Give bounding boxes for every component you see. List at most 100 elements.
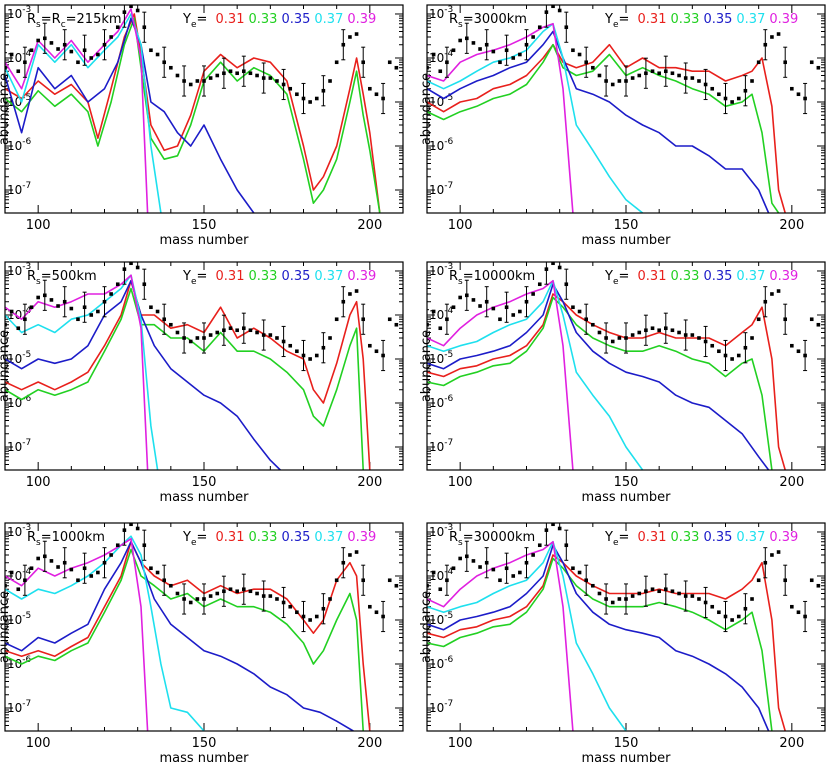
observed-point (557, 526, 562, 531)
x-axis-label: mass number (159, 233, 249, 248)
observed-point (551, 523, 555, 527)
plot-frame (426, 522, 826, 732)
observed-point (202, 597, 206, 601)
y-tick-label: 10-6 (7, 655, 32, 671)
observed-point (188, 600, 193, 605)
observed-point (341, 42, 346, 47)
observed-point (683, 333, 688, 337)
observed-point (155, 570, 160, 575)
observed-point (301, 353, 306, 358)
observed-point (697, 597, 701, 601)
panel-label: Rs=Rc=215km (27, 12, 122, 30)
observed-point (222, 589, 226, 594)
panel-label: Rs=10000km (449, 269, 535, 287)
observed-point (743, 606, 748, 611)
observed-point (750, 79, 754, 83)
observed-point (783, 60, 787, 65)
observed-point (334, 578, 339, 583)
observed-point (314, 614, 319, 619)
y-tick-label: 10-4 (429, 306, 454, 322)
observed-point (630, 594, 635, 598)
observed-point (82, 305, 87, 310)
observed-point (208, 594, 213, 598)
observed-point (597, 591, 602, 596)
observed-point (816, 583, 821, 588)
x-tick-label: 100 (448, 736, 473, 751)
observed-point (96, 52, 100, 57)
x-tick-label: 100 (448, 218, 473, 233)
observed-point (348, 35, 352, 39)
observed-point (597, 330, 602, 335)
legend-entry-0.33: 0.33 (670, 530, 699, 545)
observed-point (162, 317, 166, 322)
observed-point (544, 267, 549, 271)
observed-point (557, 265, 562, 270)
observed-point (644, 328, 648, 333)
observed-point (188, 339, 193, 344)
observed-point (374, 349, 379, 354)
observed-point (348, 553, 352, 557)
observed-point (498, 60, 502, 65)
observed-point (498, 317, 502, 322)
observed-point (82, 48, 87, 53)
observed-point (564, 25, 569, 30)
observed-point (471, 298, 476, 302)
observed-point (155, 309, 160, 314)
observed-point (431, 309, 436, 314)
observed-point (584, 60, 588, 65)
observed-point (228, 587, 233, 592)
chart-panel-5: 100 150 200 10-7 10-6 10-5 10-4 10-3 mass number… (0, 522, 404, 766)
y-tick-label: 10-4 (429, 567, 454, 583)
observed-point (149, 48, 153, 53)
observed-point (115, 25, 120, 30)
legend-entry-0.31: 0.31 (638, 269, 667, 284)
observed-point (261, 76, 266, 80)
observed-point (736, 96, 741, 101)
observed-point (56, 565, 60, 569)
observed-point (577, 570, 582, 575)
y-axis-label: abundance (0, 73, 12, 145)
legend-entry-0.33: 0.33 (670, 12, 699, 27)
series-line-ye-0.39 (427, 22, 574, 213)
observed-point (142, 25, 147, 30)
legend-entry-0.39: 0.39 (347, 269, 376, 284)
observed-point (571, 48, 575, 53)
legend-entry-0.31: 0.31 (216, 530, 245, 545)
observed-point (604, 79, 608, 83)
observed-point (361, 578, 365, 583)
observed-point (29, 566, 34, 571)
observed-point (36, 38, 40, 43)
observed-point (697, 79, 701, 83)
x-tick-label: 100 (26, 218, 51, 233)
observed-point (29, 305, 34, 310)
observed-point (756, 578, 761, 583)
x-tick-label: 150 (614, 736, 639, 751)
observed-point (23, 578, 27, 583)
series-line-ye-0.35 (427, 30, 770, 213)
observed-point (43, 36, 47, 41)
legend-entry-0.35: 0.35 (703, 12, 732, 27)
observed-point (334, 317, 339, 322)
series-line-ye-0.39 (427, 540, 574, 731)
observed-point (524, 299, 529, 304)
x-axis-label: mass number (581, 751, 671, 766)
observed-point (511, 56, 516, 60)
observed-point (809, 60, 814, 65)
observed-point (115, 282, 120, 287)
observed-point (135, 526, 140, 531)
x-tick-label: 100 (26, 475, 51, 490)
y-tick-label: 10-3 (429, 262, 453, 278)
observed-point (683, 594, 688, 598)
observed-point (122, 10, 127, 14)
observed-point (129, 262, 133, 266)
observed-point (96, 570, 100, 575)
observed-point (677, 73, 681, 78)
observed-point (222, 328, 226, 333)
observed-point (242, 326, 246, 331)
legend-entry-0.37: 0.37 (736, 530, 765, 545)
observed-point (5, 322, 7, 327)
observed-point (630, 76, 635, 80)
observed-point (195, 336, 200, 340)
observed-point (109, 35, 113, 39)
observed-point (664, 69, 668, 74)
